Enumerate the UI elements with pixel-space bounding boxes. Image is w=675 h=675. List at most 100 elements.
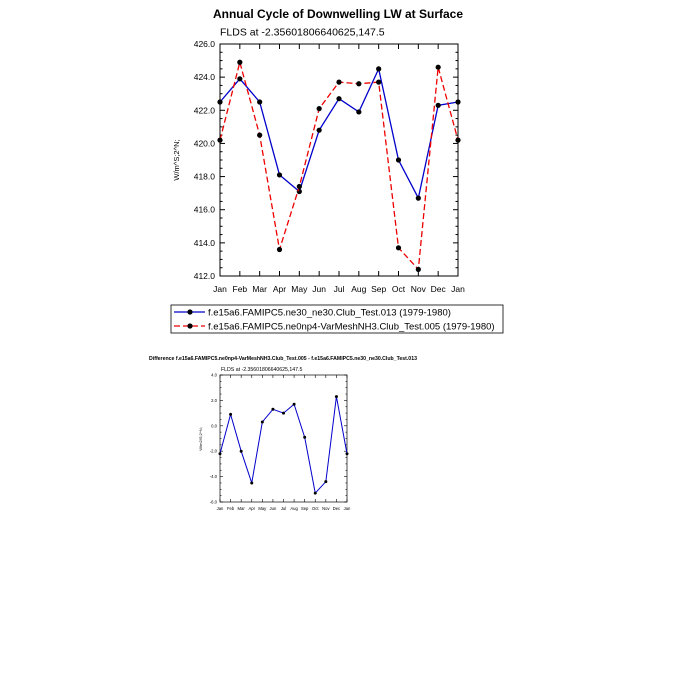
main-chart-series-2-point <box>415 266 421 272</box>
difference-chart-x-tick-label: Feb <box>227 506 235 511</box>
legend-label-model-2: f.e15a6.FAMIPC5.ne0np4-VarMeshNH3.Club_T… <box>208 322 495 333</box>
main-chart-series-2-point <box>435 64 441 70</box>
difference-chart-series-1-point <box>292 402 296 406</box>
main-chart-series-1-point <box>257 99 263 105</box>
main-chart-series-2-point <box>237 59 243 65</box>
difference-chart-series-1-point <box>282 411 285 415</box>
difference-chart-x-tick-label: Jan <box>217 506 224 511</box>
difference-chart-x-tick-label: Apr <box>248 506 255 511</box>
main-chart-y-tick-label: 426.0 <box>194 39 216 49</box>
main-chart-series-1-point <box>435 102 441 108</box>
difference-chart-x-tick-label: Dec <box>333 506 340 511</box>
difference-chart-x-tick-label: Aug <box>290 506 298 511</box>
main-chart-series-2-point <box>455 137 461 143</box>
difference-chart-series-1-point <box>250 481 254 485</box>
difference-chart-series-1-point <box>334 395 338 399</box>
main-chart-series-1-point <box>455 99 461 105</box>
difference-chart-series-1-point <box>218 452 222 456</box>
main-chart-x-tick-label: Jul <box>334 284 345 294</box>
difference-chart-series-1-line <box>219 396 348 495</box>
main-chart-series-1-point <box>237 76 243 82</box>
difference-chart-x-tick-label: Jan <box>344 506 351 511</box>
main-chart-series-1-point <box>217 99 223 105</box>
difference-chart-axes: Jan Feb Mar Apr May Jun Jul Aug Sep Oct Nov Dec Jan-… <box>210 372 351 511</box>
main-chart-subtitle: FLDS at -2.35601806640625,147.5 <box>220 27 385 39</box>
difference-chart-series-1-point <box>260 420 264 424</box>
main-chart-series-2-line <box>219 59 459 271</box>
main-chart-x-tick-label: Oct <box>392 284 406 294</box>
main-chart-plot-frame <box>219 43 459 277</box>
main-chart-series-2-point <box>257 132 263 138</box>
main-chart-series-2-point <box>296 183 302 190</box>
main-chart-x-tick-label: Nov <box>411 284 427 294</box>
main-chart-x-tick-label: Sep <box>371 284 386 294</box>
main-chart-y-tick-label: 414.0 <box>194 238 216 248</box>
difference-chart-series-1-point <box>271 407 275 411</box>
main-chart-x-tick-label: Jan <box>213 284 227 294</box>
main-chart-y-tick-label: 422.0 <box>194 105 216 115</box>
main-chart-series-1-point <box>415 195 421 201</box>
difference-chart-subtitle: FLDS at -2.35601806640625,147.5 <box>221 367 302 373</box>
main-chart-x-tick-label: May <box>291 284 308 294</box>
difference-chart-title: Difference f.e15a6.FAMIPC5.ne0np4-VarMes… <box>149 356 417 362</box>
main-chart-series-2-point <box>395 245 402 251</box>
main-chart-axes: Jan Feb Mar Apr May Jun Jul Aug Sep Oct Nov Dec Jan 4… <box>194 39 465 294</box>
difference-chart-x-tick-label: Sep <box>301 506 309 511</box>
main-chart-x-tick-label: Jan <box>451 284 465 294</box>
main-chart-series-2-point <box>276 246 283 253</box>
main-chart-series-1-point <box>376 66 382 72</box>
main-chart-series-1-point <box>296 188 302 195</box>
main-chart-series <box>217 59 461 272</box>
difference-chart-series-1-point <box>229 412 233 416</box>
difference-chart-y-tick-label: 4.0 <box>211 372 217 377</box>
main-chart-series-2-point <box>217 137 223 143</box>
main-chart-x-tick-label: Aug <box>351 284 366 294</box>
difference-chart-x-tick-label: Oct <box>312 506 319 511</box>
main-chart-y-axis-label: W/m^S;2^N; <box>172 139 181 180</box>
main-chart-y-tick-label: 416.0 <box>194 205 216 215</box>
difference-chart-x-tick-label: Nov <box>322 506 330 511</box>
main-chart-series-2-point <box>316 106 322 112</box>
main-chart-series-2-point <box>356 81 362 87</box>
main-chart-x-tick-label: Jun <box>312 284 326 294</box>
main-chart-title: Annual Cycle of Downwelling LW at Surfac… <box>213 7 463 21</box>
difference-chart-plot-frame <box>219 374 348 503</box>
main-chart: Annual Cycle of Downwelling LW at Surfac… <box>172 7 465 294</box>
difference-chart-x-tick-label: Mar <box>238 506 246 511</box>
main-chart-y-tick-label: 412.0 <box>194 271 216 281</box>
difference-chart-y-tick-label: 0.0 <box>211 423 217 428</box>
main-chart-x-tick-label: Feb <box>233 284 248 294</box>
legend-marker-model-1 <box>187 309 193 315</box>
difference-chart: Difference f.e15a6.FAMIPC5.ne0np4-VarMes… <box>149 356 417 511</box>
difference-chart-y-tick-label: -2.0 <box>210 449 218 454</box>
main-chart-series-1-point <box>276 172 283 178</box>
legend-marker-model-2 <box>187 323 193 329</box>
main-chart-x-tick-label: Apr <box>273 284 286 294</box>
legend-frame <box>170 304 504 334</box>
main-chart-series-2-point <box>376 79 382 85</box>
difference-chart-series-1-point <box>303 435 307 439</box>
difference-chart-series-1-point <box>313 491 317 495</box>
main-chart-x-tick-label: Mar <box>252 284 267 294</box>
difference-chart-x-tick-label: Jul <box>281 506 286 511</box>
main-chart-y-tick-label: 420.0 <box>194 138 216 148</box>
main-chart-series-1-point <box>336 96 342 102</box>
difference-chart-x-tick-label: May <box>258 506 267 511</box>
main-chart-series-1-point <box>356 109 362 115</box>
difference-chart-y-tick-label: 2.0 <box>211 398 217 403</box>
difference-chart-y-tick-label: -4.0 <box>210 474 218 479</box>
main-chart-series-1-point <box>395 157 402 163</box>
difference-chart-y-tick-label: -6.0 <box>210 499 218 504</box>
main-chart-series-2-point <box>336 79 342 85</box>
difference-chart-y-axis-label: W/m2/S;2^N; <box>198 427 203 450</box>
difference-chart-x-tick-label: Jun <box>270 506 277 511</box>
legend-label-model-1: f.e15a6.FAMIPC5.ne30_ne30.Club_Test.013 … <box>208 308 451 319</box>
main-chart-x-tick-label: Dec <box>431 284 447 294</box>
difference-chart-series-1-point <box>345 452 349 456</box>
difference-chart-series <box>218 395 349 495</box>
chart-legend: f.e15a6.FAMIPC5.ne30_ne30.Club_Test.013 … <box>170 304 504 334</box>
difference-chart-series-1-point <box>324 480 328 484</box>
main-chart-series-1-line <box>219 66 459 201</box>
main-chart-series-1-point <box>316 127 322 133</box>
